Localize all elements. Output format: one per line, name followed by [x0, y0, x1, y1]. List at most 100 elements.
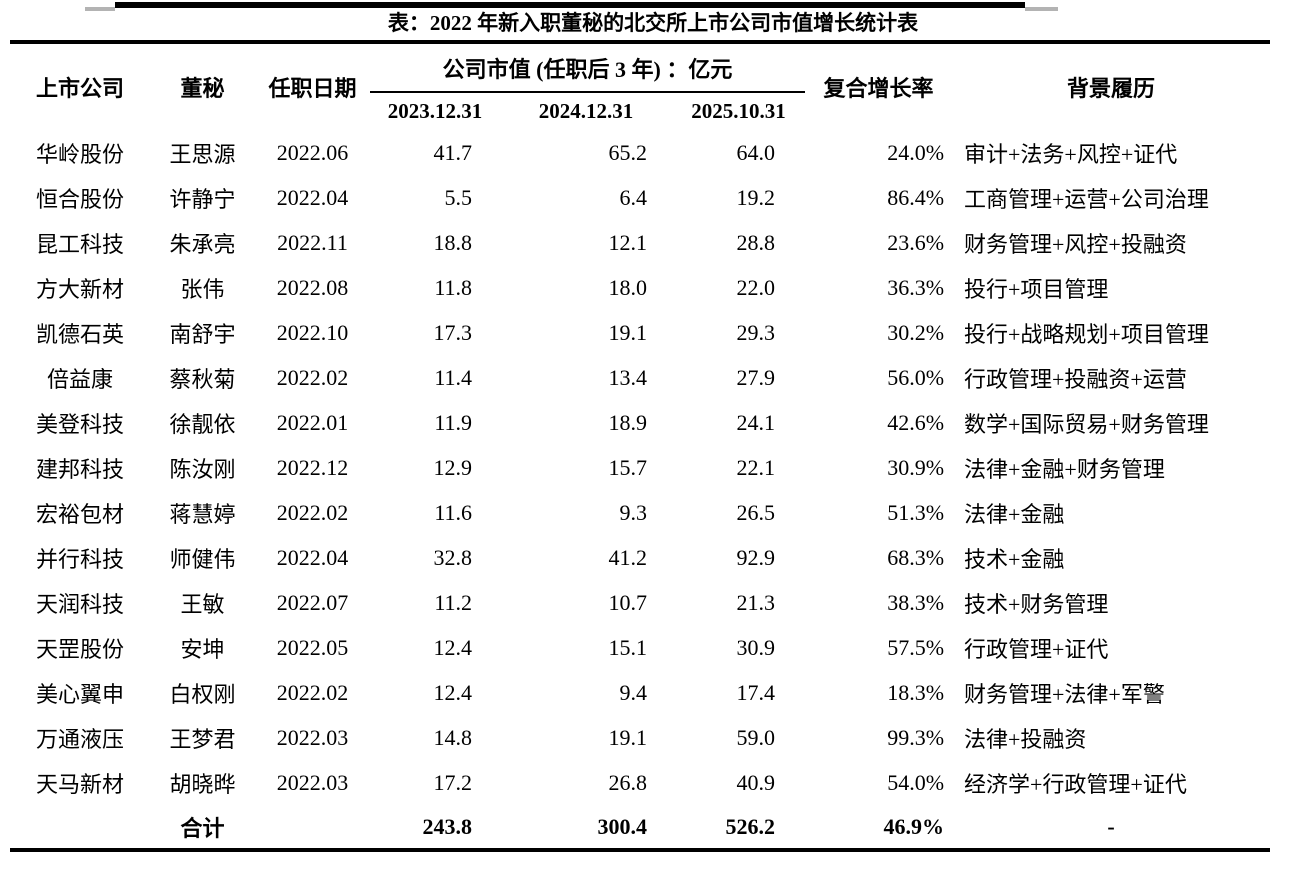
market-cap-2023-cell: 5.5 — [444, 184, 473, 210]
background-cell: 工商管理+运营+公司治理 — [964, 186, 1209, 212]
secretary-cell: 南舒宇 — [169, 321, 236, 347]
start-date-cell: 2022.07 — [276, 589, 349, 615]
table-row: 宏裕包材 蒋慧婷 2022.02 11.6 9.3 26.5 51.3% 法律+金融 — [10, 490, 1270, 535]
company-cell: 宏裕包材 — [35, 501, 124, 527]
market-cap-2025-cell: 27.9 — [736, 364, 776, 390]
table-row: 凯德石英 南舒宇 2022.10 17.3 19.1 29.3 30.2% 投行+战略规划+项… — [10, 310, 1270, 355]
market-cap-2023-cell: 12.4 — [433, 634, 473, 660]
secretary-cell: 陈汝刚 — [169, 456, 236, 482]
col-header-market-cap-group: 公司市值 (任职后 3 年) ：亿元 — [370, 42, 806, 93]
market-cap-2024-cell: 15.1 — [608, 634, 648, 660]
col-header-cagr: 复合增长率 — [823, 76, 934, 101]
market-cap-2023-cell: 11.2 — [434, 589, 472, 615]
secretary-cell: 蔡秋菊 — [169, 366, 236, 392]
secretary-cell: 师健伟 — [169, 546, 236, 572]
cagr-cell: 99.3% — [887, 724, 945, 750]
secretary-cell: 王敏 — [180, 591, 225, 617]
cagr-cell: 38.3% — [887, 589, 945, 615]
background-cell: 法律+金融+财务管理 — [964, 456, 1165, 482]
table-row: 建邦科技 陈汝刚 2022.12 12.9 15.7 22.1 30.9% 法律+金融+财务管… — [10, 445, 1270, 490]
cagr-cell: 24.0% — [887, 139, 945, 165]
start-date-cell: 2022.02 — [276, 499, 349, 525]
company-cell: 倍益康 — [46, 366, 113, 392]
top-edge-gray-left — [85, 7, 115, 11]
col-header-secretary: 董秘 — [180, 76, 225, 101]
market-cap-2023-cell: 243.8 — [422, 813, 473, 839]
secretary-cell: 安坤 — [180, 636, 225, 662]
start-date-cell: 2022.11 — [277, 229, 348, 255]
company-cell: 美心翼申 — [35, 681, 124, 707]
background-cell: 技术+财务管理 — [964, 591, 1109, 617]
start-date-cell: 2022.05 — [276, 634, 349, 660]
start-date-cell: 2022.01 — [276, 409, 349, 435]
col-header-date-2025: 2025.10.31 — [691, 99, 786, 123]
market-cap-2023-cell: 11.4 — [434, 364, 472, 390]
table-row: 恒合股份 许静宁 2022.04 5.5 6.4 19.2 86.4% 工商管理+运营+公司治… — [10, 175, 1270, 220]
market-cap-2023-cell: 32.8 — [433, 544, 473, 570]
company-cell: 方大新材 — [35, 276, 124, 302]
start-date-cell: 2022.03 — [276, 769, 349, 795]
table-row: 美登科技 徐靓依 2022.01 11.9 18.9 24.1 42.6% 数学+国际贸易+财… — [10, 400, 1270, 445]
company-cell: 昆工科技 — [35, 231, 124, 257]
market-cap-2024-cell: 19.1 — [608, 724, 648, 750]
company-cell: 天润科技 — [35, 591, 124, 617]
table-row: 昆工科技 朱承亮 2022.11 18.8 12.1 28.8 23.6% 财务管理+风控+投… — [10, 220, 1270, 265]
market-cap-2024-cell: 300.4 — [597, 813, 648, 839]
cagr-cell: 86.4% — [887, 184, 945, 210]
col-header-date-2024: 2024.12.31 — [538, 99, 634, 123]
market-cap-2025-cell: 28.8 — [736, 229, 776, 255]
cagr-cell: 51.3% — [887, 499, 945, 525]
col-header-date-2023: 2023.12.31 — [387, 99, 483, 123]
cagr-cell: 68.3% — [887, 544, 945, 570]
secretary-cell: 胡晓晔 — [169, 771, 236, 797]
table-row: 方大新材 张伟 2022.08 11.8 18.0 22.0 36.3% 投行+项目管理 — [10, 265, 1270, 310]
company-cell: 天马新材 — [35, 771, 124, 797]
background-cell: 投行+战略规划+项目管理 — [964, 321, 1209, 347]
market-cap-2024-cell: 18.9 — [608, 409, 648, 435]
secretary-cell: 蒋慧婷 — [169, 501, 236, 527]
start-date-cell — [255, 805, 370, 850]
start-date-cell: 2022.04 — [276, 544, 349, 570]
market-cap-2025-cell: 40.9 — [736, 769, 776, 795]
market-cap-2024-cell: 10.7 — [608, 589, 648, 615]
table-body: 华岭股份 王思源 2022.06 41.7 65.2 64.0 24.0% 审计+法务+风控+… — [10, 130, 1270, 850]
market-cap-2023-cell: 11.9 — [434, 409, 472, 435]
market-cap-2025-cell: 22.1 — [736, 454, 776, 480]
market-cap-2023-cell: 17.3 — [433, 319, 473, 345]
market-cap-2023-cell: 17.2 — [433, 769, 473, 795]
secretary-cell: 许静宁 — [169, 186, 236, 212]
secretary-cell: 合计 — [180, 815, 225, 841]
secretary-cell: 朱承亮 — [169, 231, 236, 257]
col-header-company: 上市公司 — [35, 76, 124, 101]
start-date-cell: 2022.08 — [276, 274, 349, 300]
market-cap-2023-cell: 11.6 — [434, 499, 472, 525]
cagr-cell: 30.9% — [887, 454, 945, 480]
company-cell: 建邦科技 — [35, 456, 124, 482]
cagr-cell: 46.9% — [883, 813, 945, 839]
background-cell: 行政管理+证代 — [964, 636, 1109, 662]
market-cap-2024-cell: 65.2 — [608, 139, 648, 165]
background-cell: 数学+国际贸易+财务管理 — [964, 411, 1209, 437]
background-cell: 法律+金融 — [964, 501, 1065, 527]
market-cap-2025-cell: 29.3 — [736, 319, 776, 345]
secretary-cell: 白权刚 — [169, 681, 236, 707]
company-cell: 并行科技 — [35, 546, 124, 572]
background-cell: - — [1107, 813, 1115, 839]
cagr-cell: 42.6% — [887, 409, 945, 435]
market-cap-2024-cell: 13.4 — [608, 364, 648, 390]
market-cap-2024-cell: 9.4 — [619, 679, 648, 705]
market-cap-table: 上市公司 董秘 任职日期 公司市值 (任职后 3 年) ：亿元 复合增长率 背景… — [10, 40, 1271, 852]
market-cap-2024-cell: 41.2 — [608, 544, 648, 570]
start-date-cell: 2022.04 — [276, 184, 349, 210]
market-cap-2025-cell: 92.9 — [736, 544, 776, 570]
market-cap-2024-cell: 12.1 — [608, 229, 648, 255]
cagr-cell: 30.2% — [887, 319, 945, 345]
start-date-cell: 2022.10 — [276, 319, 349, 345]
market-cap-2025-cell: 64.0 — [736, 139, 776, 165]
table-row: 倍益康 蔡秋菊 2022.02 11.4 13.4 27.9 56.0% 行政管理+投融资+运… — [10, 355, 1270, 400]
background-cell: 财务管理+法律+军警 — [964, 681, 1165, 707]
market-cap-2025-cell: 19.2 — [736, 184, 776, 210]
table-row: 美心翼申 白权刚 2022.02 12.4 9.4 17.4 18.3% 财务管理+法律+军警 — [10, 670, 1270, 715]
market-cap-2025-cell: 526.2 — [725, 813, 776, 839]
table-row: 天罡股份 安坤 2022.05 12.4 15.1 30.9 57.5% 行政管理+证代 — [10, 625, 1270, 670]
